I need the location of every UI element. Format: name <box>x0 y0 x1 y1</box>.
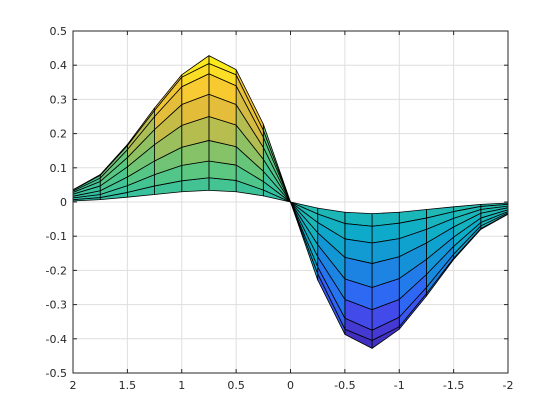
y-tick-label: 0.3 <box>50 93 68 106</box>
x-tick-label: -1.5 <box>443 379 464 392</box>
y-tick-label: -0.4 <box>46 333 67 346</box>
y-tick-label: -0.2 <box>46 264 67 277</box>
y-tick-label: 0.1 <box>50 162 68 175</box>
x-tick-label: -2 <box>503 379 514 392</box>
y-tick-label: -0.3 <box>46 299 67 312</box>
axes: 2 1.5 1 0.5 0 -0.5 -1 -1.5 -2 0.5 0.4 0.3 0.2 0.1 0 -0… <box>46 25 514 392</box>
y-tick-labels: 0.5 0.4 0.3 0.2 0.1 0 -0.1 -0.2 -0.3 -0.4 -0.5 <box>46 25 67 380</box>
x-tick-label: 2 <box>70 379 77 392</box>
x-tick-label: -0.5 <box>334 379 355 392</box>
y-tick-label: -0.1 <box>46 230 67 243</box>
surface-patch <box>290 201 319 281</box>
y-tick-label: -0.5 <box>46 367 67 380</box>
y-tick-label: 0 <box>60 196 67 209</box>
x-tick-label: 1.5 <box>119 379 137 392</box>
x-tick-label: 0.5 <box>227 379 245 392</box>
y-tick-label: 0.2 <box>50 128 68 141</box>
surface <box>72 55 509 349</box>
y-tick-label: 0.4 <box>50 59 68 72</box>
x-tick-label: -1 <box>394 379 405 392</box>
y-tick-label: 0.5 <box>50 25 68 38</box>
x-tick-label: 0 <box>287 379 294 392</box>
x-tick-label: 1 <box>178 379 185 392</box>
x-tick-labels: 2 1.5 1 0.5 0 -0.5 -1 -1.5 -2 <box>70 379 514 392</box>
tick-marks <box>72 30 509 374</box>
